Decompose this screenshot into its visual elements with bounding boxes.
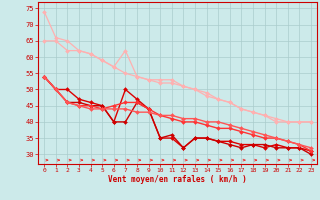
X-axis label: Vent moyen/en rafales ( km/h ): Vent moyen/en rafales ( km/h ) <box>108 175 247 184</box>
